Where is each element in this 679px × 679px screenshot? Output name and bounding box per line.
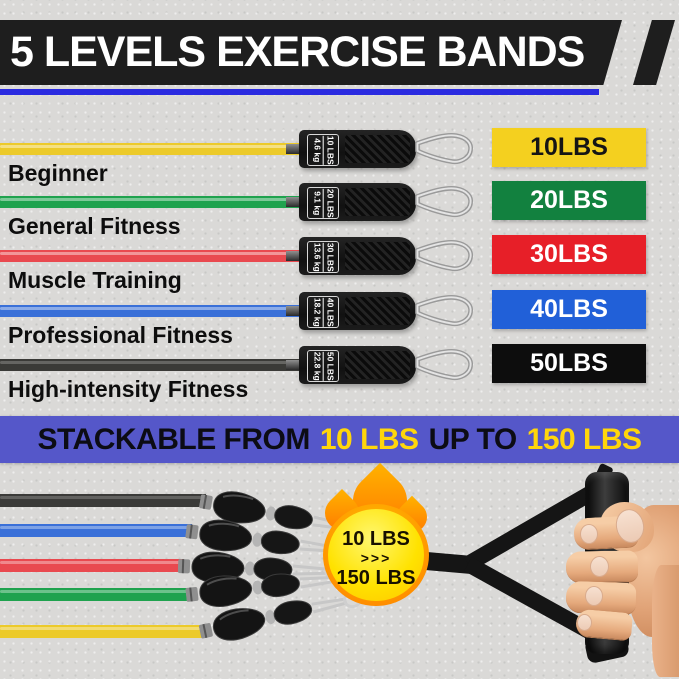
band-sleeve: 30 LBS 13.6 kg — [299, 237, 416, 275]
level-label: Muscle Training — [8, 267, 182, 293]
level-label: Beginner — [8, 160, 108, 186]
flame-arrows: >>> — [360, 550, 392, 566]
swatch-label: 40LBS — [530, 295, 608, 323]
tag-lbs-label: 30 LBS — [322, 242, 335, 272]
resistance-band — [0, 305, 301, 317]
level-row: 10 LBS 4.6 kg Beginner 10LBS — [0, 124, 679, 186]
flame-max-weight: 150 LBS — [336, 566, 416, 589]
flame-min-weight: 10 LBS — [342, 528, 410, 550]
bottom-band-red — [0, 559, 184, 572]
bottom-band-green — [0, 588, 192, 601]
swatch-label: 50LBS — [530, 349, 608, 377]
weight-swatch: 40LBS — [492, 290, 646, 329]
velcro-strip — [345, 351, 410, 379]
band-ferrule — [286, 251, 301, 261]
page-title: 5 LEVELS EXERCISE BANDS — [10, 28, 585, 76]
flame-icon: 10 LBS >>> 150 LBS — [305, 462, 465, 612]
band-highlight — [0, 252, 297, 255]
band-sleeve: 10 LBS 4.6 kg — [299, 130, 416, 168]
band-ferrule — [286, 197, 301, 207]
finger-nail — [590, 556, 609, 577]
carabiner-icon — [415, 348, 474, 381]
weight-tag: 50 LBS 22.8 kg — [307, 350, 339, 382]
finger-nail — [585, 586, 603, 606]
band-highlight — [0, 496, 204, 499]
level-row: 30 LBS 13.6 kg Muscle Training 30LBS — [0, 231, 679, 293]
velcro-strip — [345, 297, 410, 325]
band-sleeve: 40 LBS 18.2 kg — [299, 292, 416, 330]
level-row: 20 LBS 9.1 kg General Fitness 20LBS — [0, 177, 679, 239]
banner-max-weight: 150 LBS — [526, 422, 642, 456]
bottom-band-yellow — [0, 625, 206, 638]
title-slash-decoration — [633, 20, 675, 85]
band-highlight — [0, 590, 190, 593]
swatch-label: 10LBS — [530, 133, 608, 161]
banner-text: STACKABLE FROM — [37, 422, 310, 456]
carabiner-icon — [415, 185, 474, 218]
carabiner-icon — [415, 132, 474, 165]
weight-tag: 40 LBS 18.2 kg — [307, 296, 339, 328]
tag-lbs-label: 40 LBS — [322, 297, 335, 327]
band-sleeve: 50 LBS 22.8 kg — [299, 346, 416, 384]
swatch-label: 30LBS — [530, 240, 608, 268]
weight-swatch: 10LBS — [492, 128, 646, 167]
level-label: Professional Fitness — [8, 322, 233, 348]
resistance-band — [0, 196, 301, 208]
banner-text: UP TO — [428, 422, 518, 456]
tag-kg-label: 4.6 kg — [312, 137, 323, 163]
band-highlight — [0, 145, 297, 148]
band-highlight — [0, 526, 190, 529]
velcro-strip — [345, 135, 410, 163]
carabiner-icon — [415, 239, 474, 272]
resistance-band — [0, 143, 301, 155]
title-underline — [0, 89, 599, 95]
weight-swatch: 50LBS — [492, 344, 646, 383]
band-sleeve: 20 LBS 9.1 kg — [299, 183, 416, 221]
bottom-band-black — [0, 494, 206, 507]
tag-lbs-label: 10 LBS — [322, 135, 335, 165]
finger-nail — [577, 614, 592, 631]
band-highlight — [0, 627, 204, 630]
weight-swatch: 20LBS — [492, 181, 646, 220]
resistance-band — [0, 250, 301, 262]
level-label: General Fitness — [8, 213, 181, 239]
band-highlight — [0, 198, 297, 201]
tag-lbs-label: 50 LBS — [322, 351, 335, 381]
level-row: 40 LBS 18.2 kg Professional Fitness 40LB… — [0, 286, 679, 348]
bottom-band-blue — [0, 524, 192, 537]
weight-tag: 10 LBS 4.6 kg — [307, 134, 339, 166]
swatch-label: 20LBS — [530, 186, 608, 214]
tag-kg-label: 22.8 kg — [312, 351, 323, 381]
weight-tag: 20 LBS 9.1 kg — [307, 187, 339, 219]
band-highlight — [0, 361, 297, 364]
level-label: High-intensity Fitness — [8, 376, 249, 402]
wrist — [652, 565, 679, 677]
tag-kg-label: 9.1 kg — [312, 190, 323, 216]
band-highlight — [0, 561, 182, 564]
weight-swatch: 30LBS — [492, 235, 646, 274]
tag-kg-label: 18.2 kg — [312, 297, 323, 327]
band-highlight — [0, 307, 297, 310]
flame-range-text: 10 LBS >>> 150 LBS — [305, 528, 447, 589]
stackable-banner: STACKABLE FROM 10 LBS UP TO 150 LBS — [0, 416, 679, 463]
flame-inner — [328, 509, 424, 601]
weight-tag: 30 LBS 13.6 kg — [307, 241, 339, 273]
level-row: 50 LBS 22.8 kg High-intensity Fitness 50… — [0, 340, 679, 402]
band-ferrule — [286, 306, 301, 316]
velcro-strip — [345, 242, 410, 270]
tag-lbs-label: 20 LBS — [322, 188, 335, 218]
band-ferrule — [286, 144, 301, 154]
tag-kg-label: 13.6 kg — [312, 242, 323, 272]
banner-min-weight: 10 LBS — [319, 422, 419, 456]
velcro-strip — [345, 188, 410, 216]
title-banner: 5 LEVELS EXERCISE BANDS — [0, 20, 622, 85]
band-ferrule — [286, 360, 301, 370]
resistance-band — [0, 359, 301, 371]
finger-nail — [580, 524, 598, 544]
carabiner-icon — [415, 294, 474, 327]
